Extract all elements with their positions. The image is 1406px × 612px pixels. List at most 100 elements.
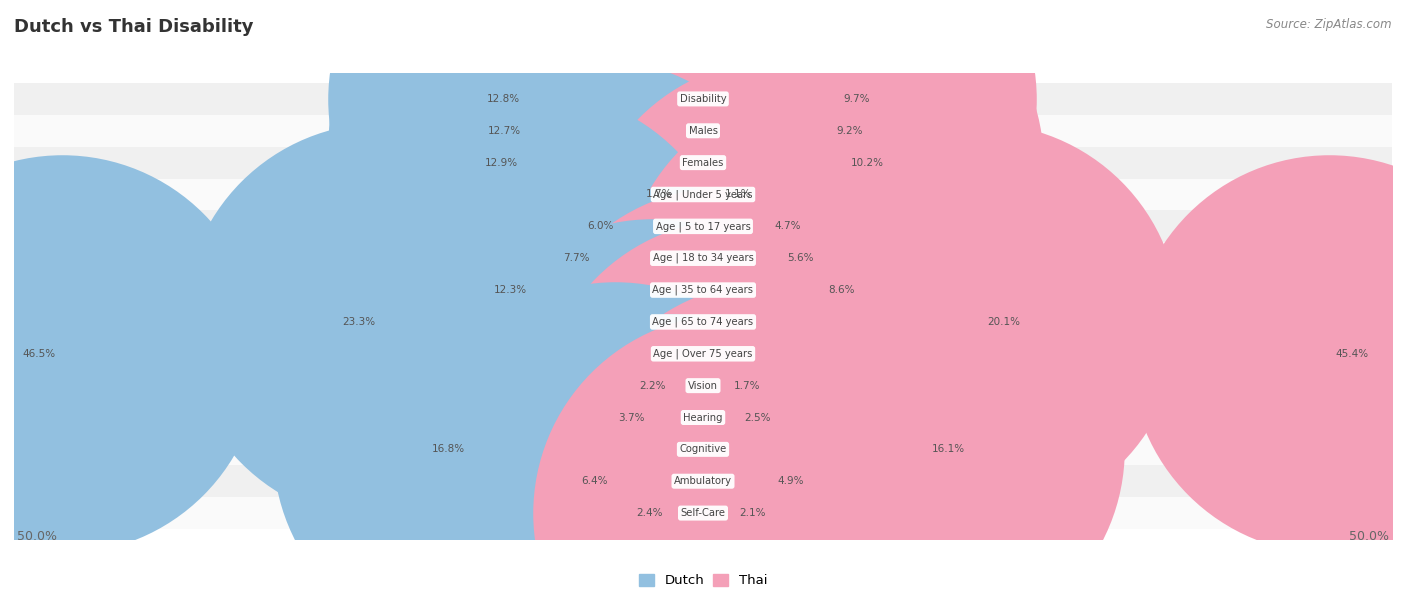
Bar: [703, 473, 770, 490]
Text: Hearing: Hearing: [683, 412, 723, 422]
Point: [460, 444, 482, 454]
Bar: [527, 91, 703, 107]
Bar: [703, 91, 837, 107]
Text: 9.2%: 9.2%: [837, 126, 863, 136]
Point: [641, 412, 664, 422]
Bar: [14, 115, 1392, 147]
Text: Males: Males: [689, 126, 717, 136]
Text: 9.7%: 9.7%: [844, 94, 870, 104]
Bar: [14, 242, 1392, 274]
Point: [769, 253, 792, 263]
Bar: [703, 409, 738, 426]
Bar: [14, 465, 1392, 497]
Point: [914, 444, 936, 454]
Point: [1317, 349, 1340, 359]
Text: 4.9%: 4.9%: [778, 476, 804, 486]
Point: [522, 285, 544, 295]
Text: 12.3%: 12.3%: [494, 285, 527, 295]
Text: 5.6%: 5.6%: [787, 253, 814, 263]
Text: 50.0%: 50.0%: [1350, 529, 1389, 542]
Point: [371, 317, 394, 327]
Bar: [703, 122, 830, 139]
Text: 46.5%: 46.5%: [22, 349, 55, 359]
Point: [516, 94, 538, 104]
Text: 2.5%: 2.5%: [744, 412, 770, 422]
Legend: Dutch, Thai: Dutch, Thai: [633, 569, 773, 592]
Bar: [533, 282, 703, 299]
Text: 4.7%: 4.7%: [775, 222, 801, 231]
Bar: [14, 211, 1392, 242]
Bar: [14, 274, 1392, 306]
Bar: [703, 186, 718, 203]
Bar: [669, 505, 703, 521]
Bar: [14, 179, 1392, 211]
Point: [609, 222, 631, 231]
Text: 45.4%: 45.4%: [1336, 349, 1368, 359]
Point: [810, 285, 832, 295]
Point: [586, 253, 609, 263]
Bar: [679, 186, 703, 203]
Text: 2.4%: 2.4%: [637, 508, 664, 518]
Bar: [526, 154, 703, 171]
Text: 8.6%: 8.6%: [828, 285, 855, 295]
Text: Age | Under 5 years: Age | Under 5 years: [654, 189, 752, 200]
Text: Age | 5 to 17 years: Age | 5 to 17 years: [655, 221, 751, 231]
Text: Cognitive: Cognitive: [679, 444, 727, 454]
Point: [759, 476, 782, 486]
Bar: [614, 473, 703, 490]
Bar: [703, 378, 727, 394]
Point: [603, 476, 626, 486]
Bar: [14, 433, 1392, 465]
Text: 1.1%: 1.1%: [725, 190, 752, 200]
Text: 10.2%: 10.2%: [851, 158, 883, 168]
Text: 20.1%: 20.1%: [987, 317, 1019, 327]
Bar: [703, 346, 1329, 362]
Bar: [672, 378, 703, 394]
Text: 1.7%: 1.7%: [734, 381, 759, 390]
Text: 12.7%: 12.7%: [488, 126, 522, 136]
Bar: [14, 370, 1392, 401]
Bar: [62, 346, 703, 362]
Text: 2.2%: 2.2%: [640, 381, 666, 390]
Point: [668, 190, 690, 200]
Text: Ambulatory: Ambulatory: [673, 476, 733, 486]
Bar: [382, 313, 703, 330]
Bar: [652, 409, 703, 426]
Text: 2.1%: 2.1%: [738, 508, 765, 518]
Point: [825, 94, 848, 104]
Point: [818, 126, 841, 136]
Text: 16.1%: 16.1%: [932, 444, 965, 454]
Point: [756, 222, 779, 231]
Bar: [14, 497, 1392, 529]
Bar: [14, 338, 1392, 370]
Text: Age | 65 to 74 years: Age | 65 to 74 years: [652, 316, 754, 327]
Text: 50.0%: 50.0%: [17, 529, 56, 542]
Text: 1.7%: 1.7%: [647, 190, 672, 200]
Bar: [14, 147, 1392, 179]
Bar: [529, 122, 703, 139]
Text: Age | Over 75 years: Age | Over 75 years: [654, 349, 752, 359]
Point: [517, 126, 540, 136]
Bar: [703, 218, 768, 234]
Text: 6.4%: 6.4%: [582, 476, 607, 486]
Bar: [703, 154, 844, 171]
Text: 12.8%: 12.8%: [486, 94, 520, 104]
Text: Age | 18 to 34 years: Age | 18 to 34 years: [652, 253, 754, 263]
Text: Self-Care: Self-Care: [681, 508, 725, 518]
Bar: [14, 83, 1392, 115]
Text: 6.0%: 6.0%: [588, 222, 613, 231]
Text: Females: Females: [682, 158, 724, 168]
Bar: [598, 250, 703, 266]
Bar: [703, 441, 925, 458]
Text: 3.7%: 3.7%: [619, 412, 645, 422]
Point: [969, 317, 991, 327]
Point: [515, 158, 537, 168]
Point: [51, 349, 73, 359]
Text: Age | 35 to 64 years: Age | 35 to 64 years: [652, 285, 754, 296]
Point: [661, 381, 683, 390]
Text: Vision: Vision: [688, 381, 718, 390]
Text: Source: ZipAtlas.com: Source: ZipAtlas.com: [1267, 18, 1392, 31]
Point: [727, 412, 749, 422]
Point: [832, 158, 855, 168]
Bar: [14, 306, 1392, 338]
